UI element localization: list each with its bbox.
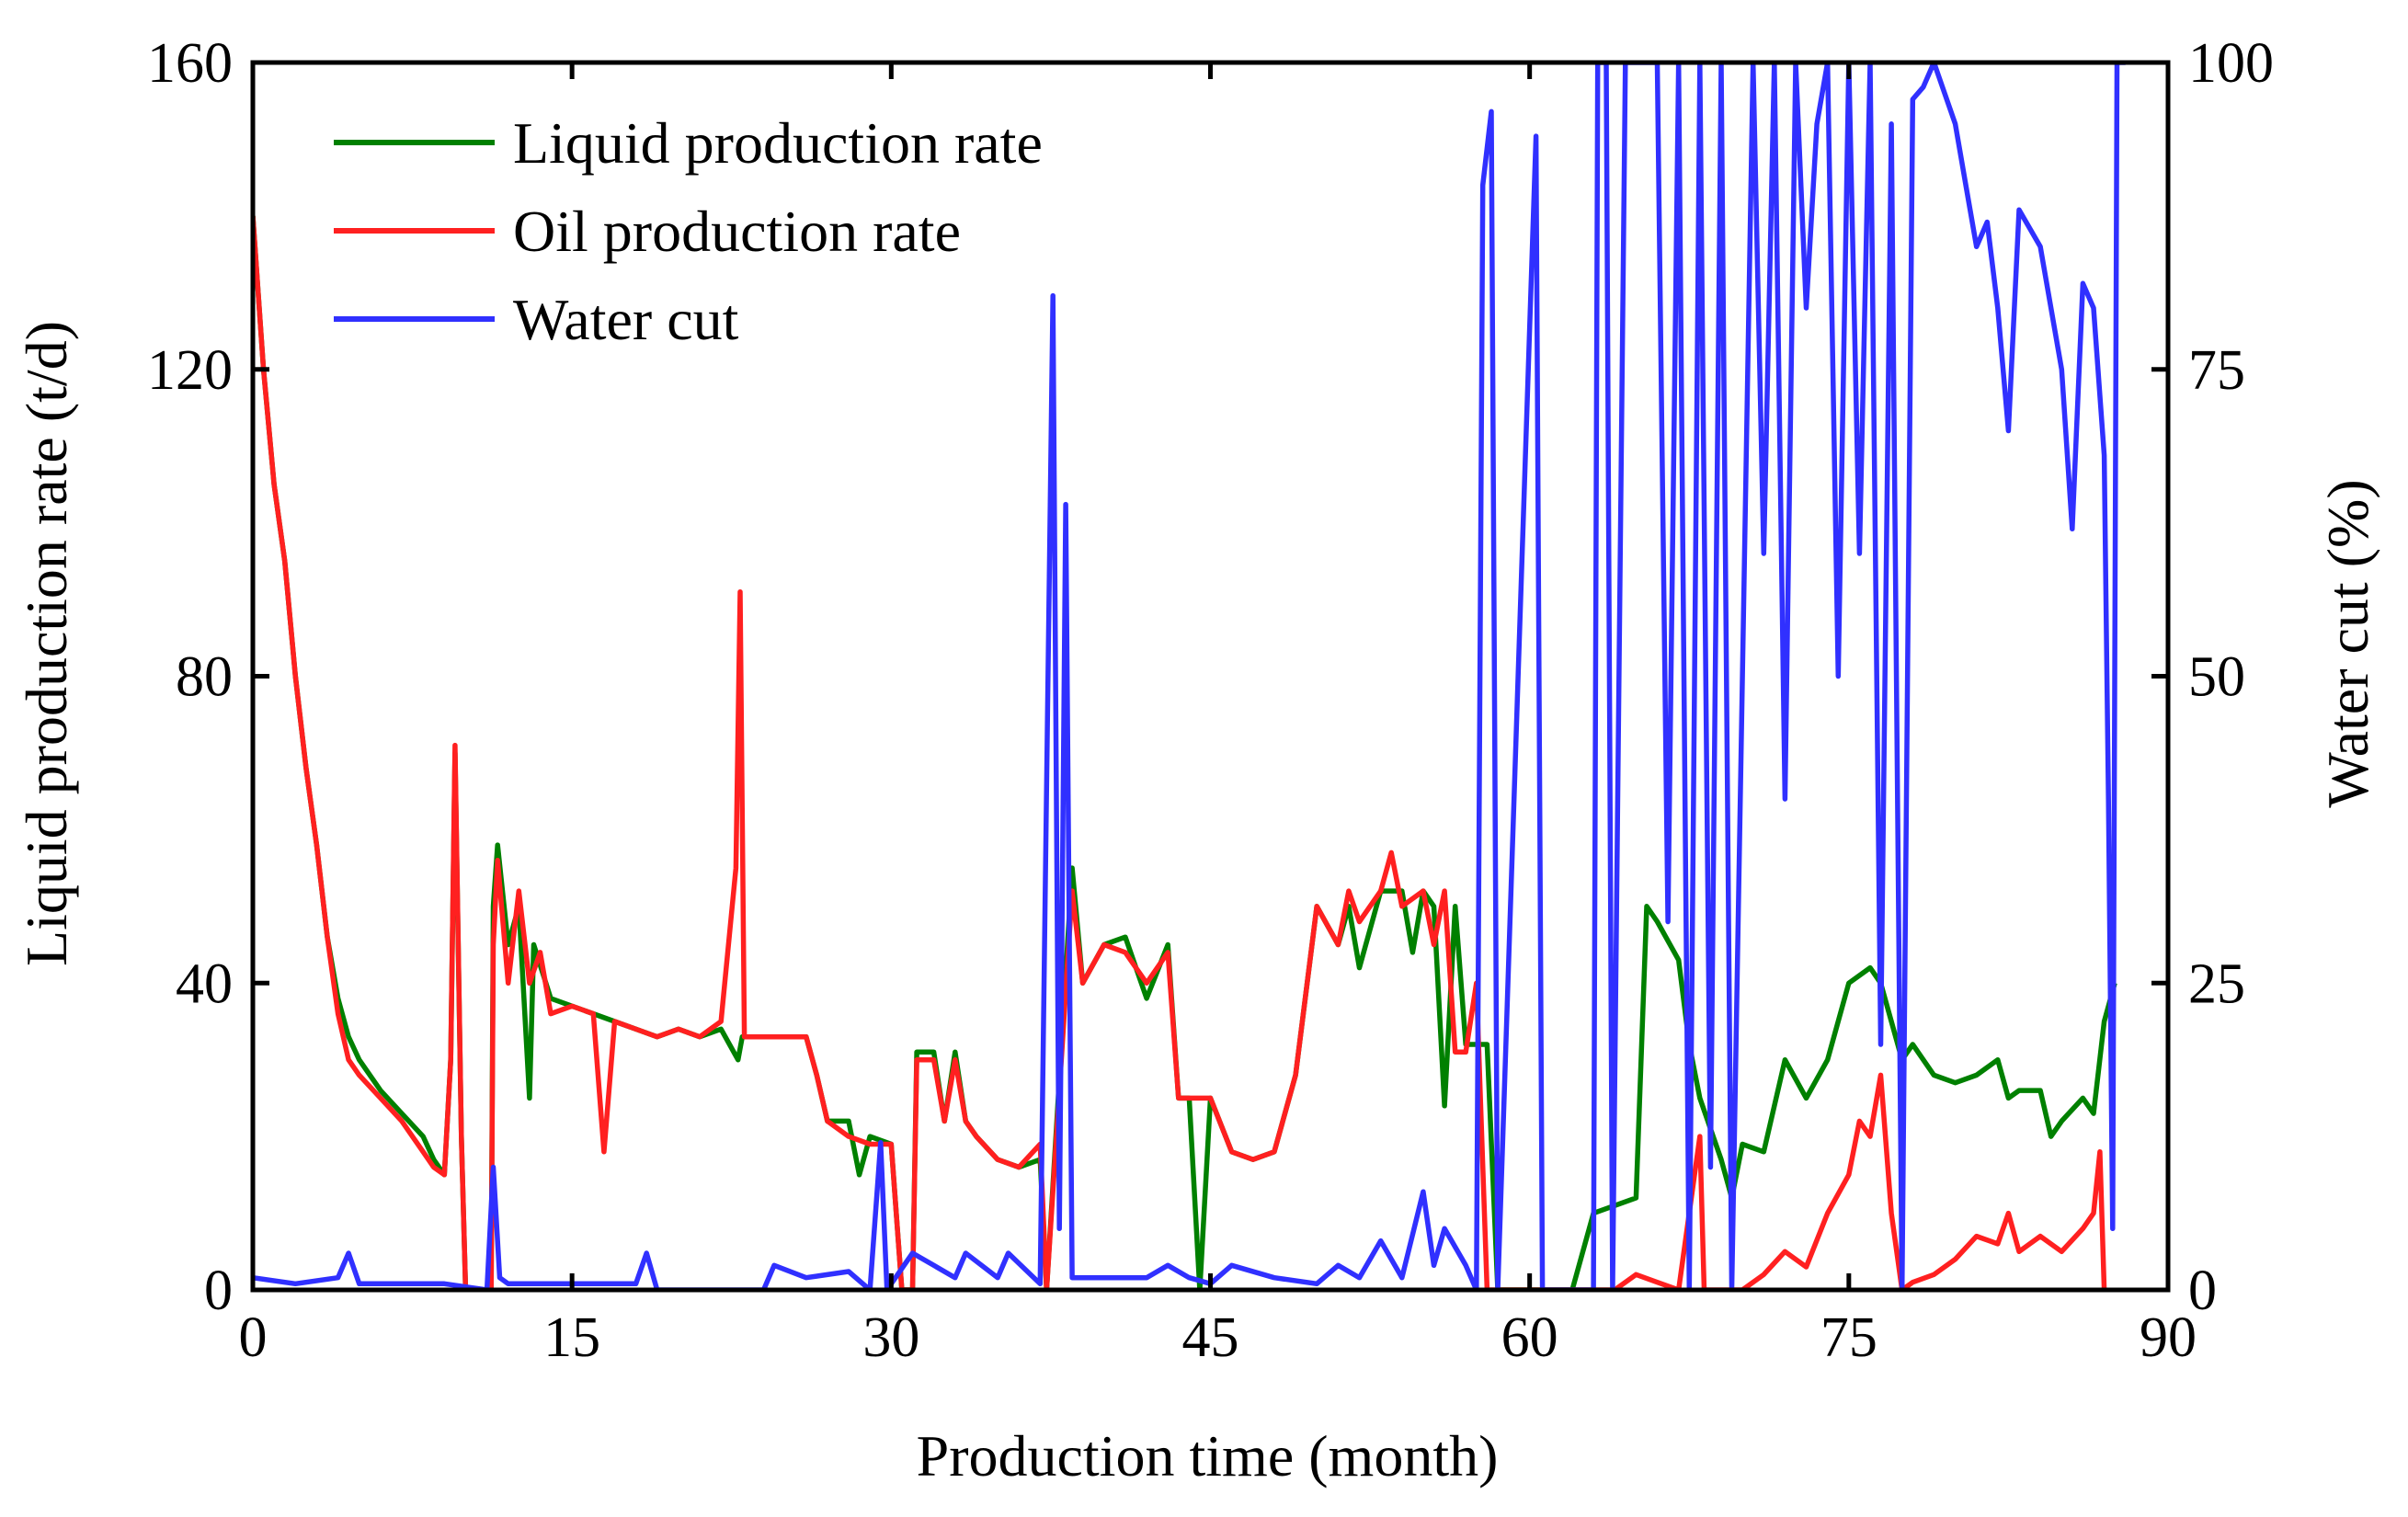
x-tick-label: 75	[1820, 1306, 1877, 1369]
series-line-oil-production-rate	[253, 215, 2107, 1290]
legend-label: Water cut	[513, 287, 739, 352]
y2-tick-label: 75	[2188, 339, 2245, 402]
y2-axis-title: Water cut (%)	[2315, 479, 2380, 807]
x-tick-label: 30	[862, 1306, 919, 1369]
series-line-water-cut	[253, 63, 2126, 1290]
y-tick-label: 120	[147, 339, 233, 402]
y2-tick-label: 100	[2188, 32, 2274, 95]
y-tick-label: 0	[204, 1260, 233, 1322]
x-tick-label: 0	[239, 1306, 268, 1369]
y2-tick-label: 25	[2188, 952, 2245, 1015]
legend-label: Liquid production rate	[513, 110, 1043, 176]
y-tick-label: 40	[176, 952, 233, 1015]
x-tick-label: 60	[1501, 1306, 1558, 1369]
y2-tick-label: 50	[2188, 646, 2245, 709]
x-tick-label: 90	[2140, 1306, 2197, 1369]
x-tick-label: 15	[543, 1306, 600, 1369]
ticks-layer	[250, 60, 2171, 1293]
y-axis-title: Liquid production rate (t/d)	[14, 321, 79, 966]
y-tick-label: 80	[176, 646, 233, 709]
y2-tick-label: 0	[2188, 1260, 2217, 1322]
x-tick-label: 45	[1182, 1306, 1239, 1369]
legend-label: Oil production rate	[513, 199, 961, 264]
x-axis-title: Production time (month)	[917, 1423, 1499, 1488]
series-layer	[253, 63, 2126, 1290]
legend: Liquid production rate Oil production rat…	[334, 110, 1043, 352]
y-tick-label: 160	[147, 32, 233, 95]
